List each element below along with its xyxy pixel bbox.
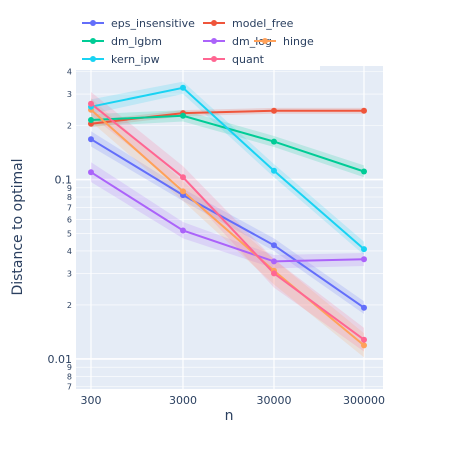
confidence-bands [91,81,364,358]
legend-label: eps_insensitive [111,17,195,30]
legend-item-quant[interactable]: quant [203,53,265,66]
y-tick-minor-label: 8 [67,193,72,202]
point-quant [271,270,277,277]
band-dm-log [91,162,364,269]
series-points [88,84,367,349]
legend: eps_insensitive model_free dm_lgbm dm_log hi… [76,12,320,70]
x-tick-label: 3000 [169,394,197,407]
x-axis-ticks: 300 3000 30000 300000 [81,394,386,407]
band-eps-insensitive [91,131,364,314]
legend-item-eps-insensitive[interactable]: eps_insensitive [82,17,195,30]
legend-swatch-marker [90,20,96,26]
y-tick-label: 0.01 [48,353,73,366]
legend-label: dm_log [232,35,272,48]
y-tick-minor-label: 6 [67,215,72,224]
band-model-free [91,107,364,128]
point-quant [180,174,186,181]
y-tick-minor-label: 8 [67,372,72,381]
legend-item-model-free[interactable]: model_free [203,17,294,30]
y-axis-title: Distance to optimal [10,158,26,295]
legend-swatch-marker [90,38,96,44]
x-axis-title: n [225,408,234,424]
legend-item-dm-lgbm[interactable]: dm_lgbm [82,35,162,48]
point-hinge [361,342,367,349]
point-dm-lgbm [361,168,367,175]
band-dm-lgbm [91,110,364,178]
legend-swatch-marker [211,56,217,62]
series-line-eps-insensitive [90,138,365,309]
point-dm-lgbm [180,112,186,119]
series-line-hinge [90,109,365,347]
series-lines [90,86,365,347]
legend-swatch-marker [90,56,96,62]
legend-item-dm-log[interactable]: dm_log [203,35,272,48]
legend-swatch-marker [211,38,217,44]
y-tick-minor-label: 2 [67,122,72,131]
y-tick-minor-label: 7 [67,203,72,212]
band-kern-ipw [91,81,364,255]
legend-swatch-marker [211,20,217,26]
y-tick-label: 0.1 [55,174,73,187]
point-model-free [361,107,367,114]
point-eps-insensitive [271,242,277,249]
y-tick-minor-label: 9 [67,363,72,372]
x-tick-label: 30000 [257,394,292,407]
point-dm-lgbm [271,138,277,145]
y-tick-minor-label: 2 [67,301,72,310]
grid [76,66,383,389]
point-kern-ipw [361,246,367,253]
y-tick-minor-label: 7 [67,383,72,392]
y-tick-minor-label: 4 [67,68,72,77]
x-tick-label: 300000 [343,394,385,407]
band-hinge [91,98,364,358]
legend-label: model_free [232,17,294,30]
y-tick-minor-label: 5 [67,230,72,239]
legend-swatch-marker [262,38,268,44]
point-dm-log [180,227,186,234]
point-eps-insensitive [361,304,367,311]
point-kern-ipw [271,167,277,174]
point-dm-log [361,256,367,263]
legend-label: dm_lgbm [111,35,162,48]
point-dm-log [88,169,94,176]
series-line-dm-log [90,171,365,263]
y-tick-minor-label: 4 [67,247,72,256]
legend-label: quant [232,53,265,66]
point-quant [361,336,367,343]
legend-label: kern_ipw [111,53,160,66]
point-dm-log [271,258,277,265]
y-tick-minor-label: 3 [67,269,72,278]
point-eps-insensitive [88,136,94,143]
series-line-quant [90,102,365,341]
x-tick-label: 300 [81,394,102,407]
point-hinge [180,188,186,195]
point-dm-lgbm [88,117,94,123]
y-tick-minor-label: 9 [67,184,72,193]
series-line-kern-ipw [90,86,365,250]
point-quant [88,100,94,107]
point-kern-ipw [180,84,186,91]
point-model-free [271,107,277,114]
y-tick-minor-label: 3 [67,90,72,99]
legend-background [76,12,320,70]
legend-label: hinge [283,35,314,48]
legend-item-kern-ipw[interactable]: kern_ipw [82,53,160,66]
legend-item-hinge[interactable]: hinge [254,35,314,48]
band-quant [91,92,364,352]
